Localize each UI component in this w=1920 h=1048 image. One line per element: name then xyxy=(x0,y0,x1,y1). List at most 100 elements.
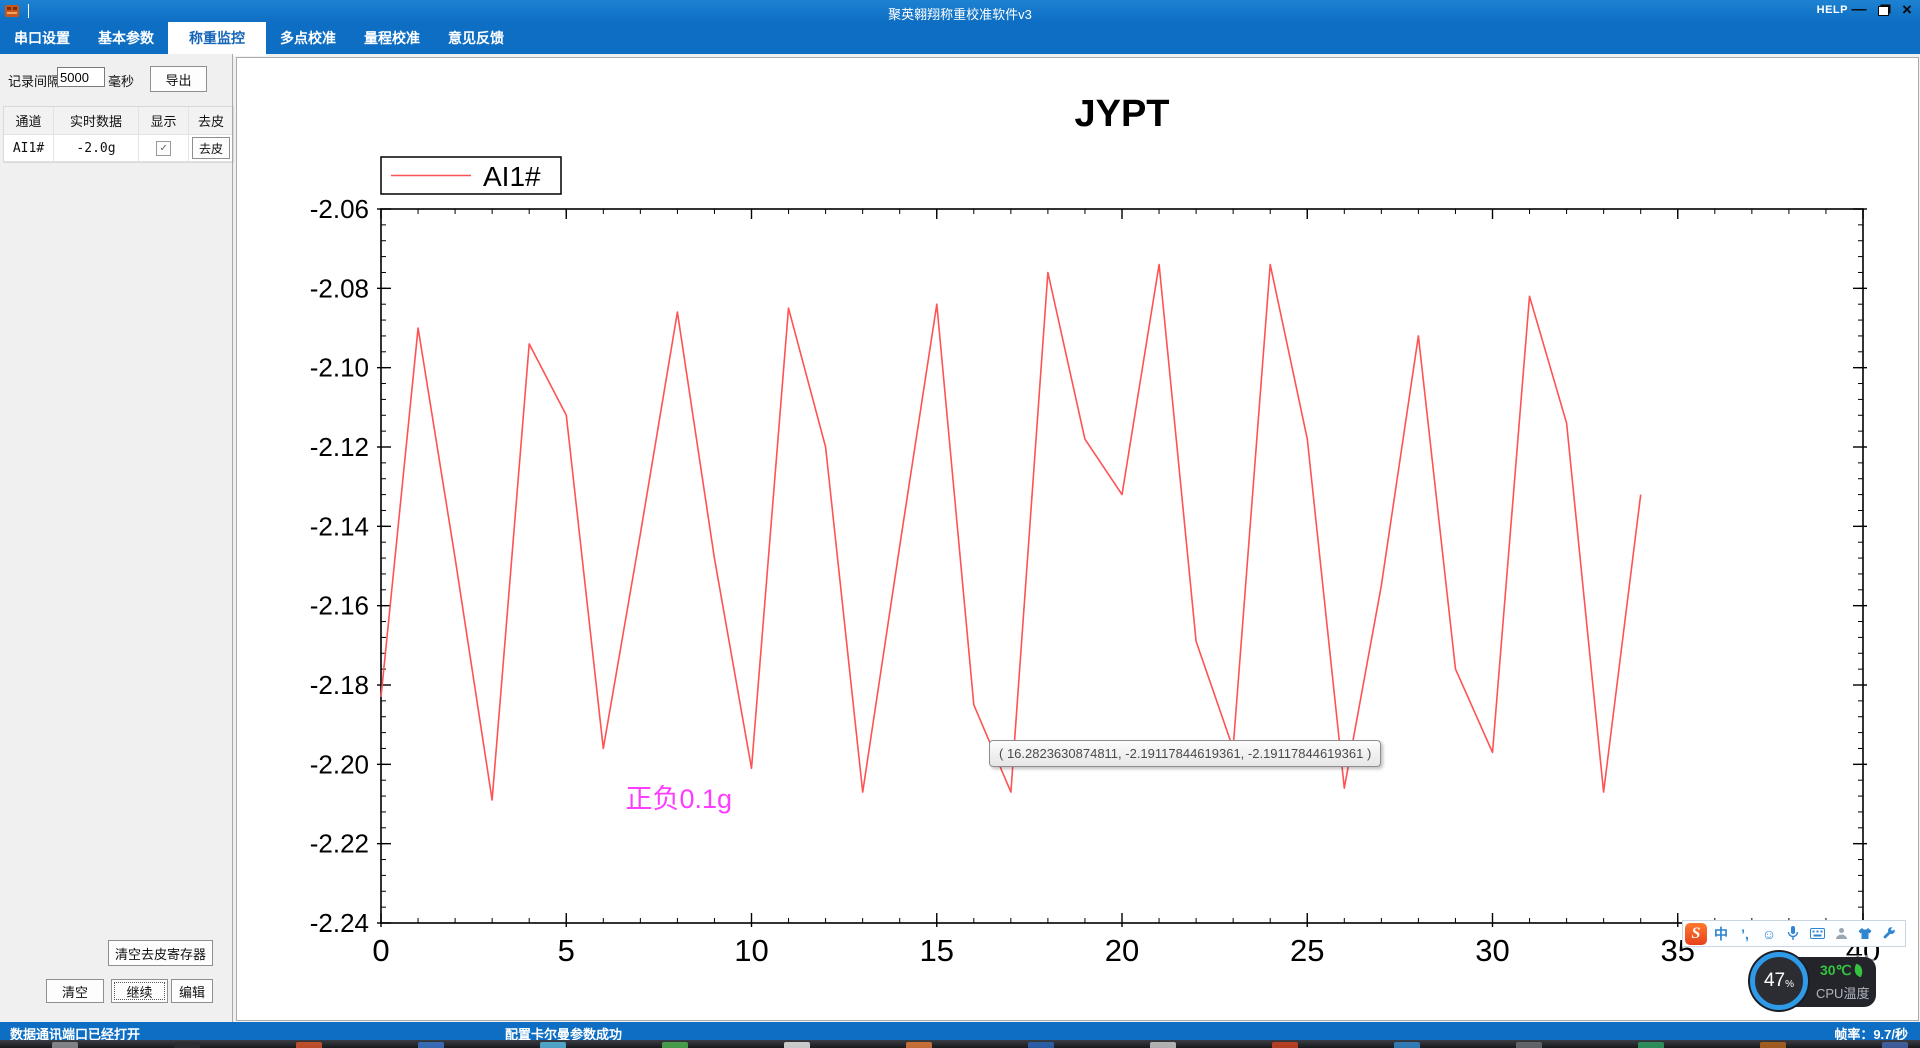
close-button[interactable]: × xyxy=(1902,0,1912,19)
skin-icon[interactable] xyxy=(1855,923,1875,945)
x-axis-tick-label: 5 xyxy=(558,933,575,968)
emoji-icon[interactable]: ☺ xyxy=(1761,925,1777,942)
chart-title: JYPT xyxy=(1074,93,1169,135)
taskbar-icon-fragment[interactable] xyxy=(1150,1042,1176,1048)
plot-frame xyxy=(380,208,1864,924)
x-axis-tick-label: 30 xyxy=(1475,933,1509,968)
app-icon xyxy=(5,5,19,17)
chart-area[interactable]: -2.06 -2.08 -2.10 -2.12 -2.14 -2.16 -2.18 -2.20… xyxy=(236,57,1919,1021)
tab-5[interactable]: 意见反馈 xyxy=(448,30,504,46)
taskbar-icon-fragment[interactable] xyxy=(418,1042,444,1048)
taskbar-icon-fragment[interactable] xyxy=(906,1042,932,1048)
tab-1[interactable]: 基本参数 xyxy=(98,30,154,46)
taskbar-icon-fragment[interactable] xyxy=(540,1042,566,1048)
taskbar-icon-fragment[interactable] xyxy=(1028,1042,1054,1048)
series-line-AI1# xyxy=(380,263,1642,801)
interval-input[interactable] xyxy=(57,67,105,87)
status-kalman-message: 配置卡尔曼参数成功 xyxy=(505,1027,623,1042)
sogou-logo-icon[interactable]: S xyxy=(1685,922,1707,945)
data-point-tooltip: ( 16.2823630874811, -2.19117844619361, -… xyxy=(989,740,1382,767)
taskbar-icon-fragment[interactable] xyxy=(1638,1042,1664,1048)
y-axis-tick-label: -2.06 xyxy=(310,194,369,224)
weight-line-chart: -2.06 -2.08 -2.10 -2.12 -2.14 -2.16 -2.18 -2.20… xyxy=(310,93,1881,968)
clear-button[interactable]: 清空 xyxy=(46,979,104,1003)
cpu-monitor-widget[interactable]: 47% 30℃ CPU温度 xyxy=(1750,952,1876,1012)
settings-wrench-icon[interactable] xyxy=(1879,923,1899,945)
x-axis-tick-label: 25 xyxy=(1290,933,1324,968)
tolerance-annotation: 正负0.1g xyxy=(626,784,733,814)
x-axis-tick-label: 20 xyxy=(1105,933,1139,968)
cpu-temperature: 30℃ xyxy=(1820,962,1865,979)
interval-label: 记录间隔 xyxy=(8,74,61,89)
voice-input-icon[interactable] xyxy=(1783,923,1803,945)
y-axis-tick-label: -2.20 xyxy=(310,749,369,779)
y-axis-tick-label: -2.12 xyxy=(310,432,369,462)
tab-4[interactable]: 量程校准 xyxy=(364,30,420,46)
ime-toolbar: S 中 ’, ☺ xyxy=(1682,920,1906,947)
title-bar: 聚英翱翔称重校准软件v3 HELP — × xyxy=(0,0,1920,22)
tab-0[interactable]: 串口设置 xyxy=(14,30,70,46)
account-icon[interactable] xyxy=(1831,923,1851,945)
taskbar-icon-fragment[interactable] xyxy=(662,1042,688,1048)
export-button[interactable]: 导出 xyxy=(150,66,207,92)
tab-2[interactable]: 称重监控 xyxy=(168,22,266,56)
clear-tare-register-button[interactable]: 清空去皮寄存器 xyxy=(108,940,213,966)
channel-table: 通道 实时数据 显示 去皮 AI1# -2.0g ✓ 去皮 xyxy=(3,106,234,163)
taskbar-icon-fragment[interactable] xyxy=(296,1042,322,1048)
menu-tab-bar: 串口设置 基本参数 称重监控 多点校准 量程校准 意见反馈 xyxy=(0,22,1920,56)
y-axis-tick-label: -2.22 xyxy=(310,829,369,859)
taskbar-icon-fragment[interactable] xyxy=(1394,1042,1420,1048)
title-caret xyxy=(28,4,29,18)
taskbar-icon-fragment[interactable] xyxy=(1760,1042,1786,1048)
restore-button[interactable] xyxy=(1870,0,1896,22)
cpu-usage-gauge: 47% xyxy=(1750,952,1808,1010)
tare-button[interactable]: 去皮 xyxy=(192,137,230,159)
cpu-usage-percent-sign: % xyxy=(1785,978,1795,990)
taskbar-icon-fragment[interactable] xyxy=(1272,1042,1298,1048)
table-header-3: 去皮 xyxy=(189,107,233,135)
minimize-button[interactable]: — xyxy=(1851,1,1867,18)
x-axis-tick-label: 15 xyxy=(920,933,954,968)
y-axis-tick-label: -2.10 xyxy=(310,353,369,383)
help-button[interactable]: HELP xyxy=(1816,4,1848,16)
panel-divider xyxy=(232,54,233,1022)
y-axis-tick-label: -2.16 xyxy=(310,591,369,621)
status-frame-rate: 帧率：9.7/秒 xyxy=(1834,1027,1908,1042)
y-axis-tick-label: -2.18 xyxy=(310,670,369,700)
taskbar-icon-fragment[interactable] xyxy=(784,1042,810,1048)
channel-name: AI1# xyxy=(4,135,54,162)
windows-taskbar[interactable] xyxy=(0,1040,1920,1048)
realtime-value: -2.0g xyxy=(54,135,139,162)
y-axis-tick-label: -2.24 xyxy=(310,908,369,938)
tab-3[interactable]: 多点校准 xyxy=(280,30,336,46)
table-header-1: 实时数据 xyxy=(54,107,139,135)
table-header-0: 通道 xyxy=(4,107,54,135)
window-title: 聚英翱翔称重校准软件v3 xyxy=(888,7,1032,22)
restore-icon xyxy=(1877,6,1889,16)
soft-keyboard-icon[interactable] xyxy=(1807,923,1827,945)
cpu-usage-value: 47 xyxy=(1763,970,1786,991)
leaf-icon xyxy=(1852,963,1865,978)
taskbar-icon-fragment[interactable] xyxy=(174,1042,200,1048)
table-header-2: 显示 xyxy=(139,107,189,135)
cpu-temperature-label: CPU温度 xyxy=(1816,986,1870,1001)
continue-button[interactable]: 继续 xyxy=(111,979,168,1003)
y-axis-tick-label: -2.08 xyxy=(310,273,369,303)
show-checkbox[interactable]: ✓ xyxy=(156,140,171,156)
taskbar-icon-fragment[interactable] xyxy=(1882,1042,1908,1048)
legend-label: AI1# xyxy=(483,161,541,192)
chinese-mode-icon[interactable]: 中 xyxy=(1714,925,1728,942)
x-axis-tick-label: 0 xyxy=(372,933,389,968)
status-bar: 数据通讯端口已经打开 配置卡尔曼参数成功 帧率：9.7/秒 xyxy=(0,1022,1920,1042)
y-axis-tick-label: -2.14 xyxy=(310,511,369,541)
taskbar-icon-fragment[interactable] xyxy=(1516,1042,1542,1048)
x-axis-tick-label: 10 xyxy=(734,933,768,968)
edit-button[interactable]: 编辑 xyxy=(171,979,213,1003)
punctuation-mode-icon[interactable]: ’, xyxy=(1741,925,1749,942)
taskbar-icon-fragment[interactable] xyxy=(52,1042,78,1048)
table-row: AI1# -2.0g ✓ 去皮 xyxy=(4,135,233,162)
status-port-message: 数据通讯端口已经打开 xyxy=(10,1027,141,1042)
cpu-temperature-value: 30℃ xyxy=(1820,962,1852,978)
